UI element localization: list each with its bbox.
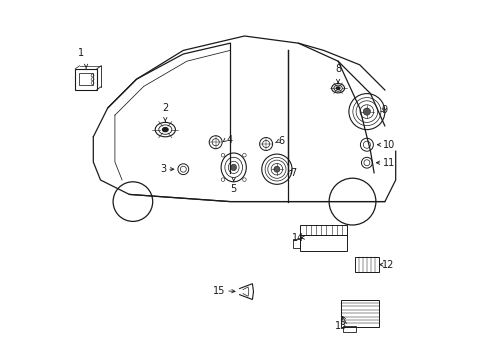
Bar (292, 239, 300, 248)
Bar (79, 73, 93, 85)
Circle shape (273, 166, 279, 172)
Text: 7: 7 (289, 168, 296, 178)
Text: 13: 13 (334, 321, 346, 331)
Ellipse shape (336, 87, 339, 90)
Text: 14: 14 (292, 233, 304, 243)
Circle shape (363, 108, 370, 115)
Bar (342, 326, 355, 332)
Text: 4: 4 (226, 135, 232, 145)
Text: 10: 10 (382, 140, 394, 150)
Text: 3: 3 (160, 164, 166, 174)
Text: 5: 5 (230, 184, 236, 194)
Bar (300, 235, 346, 251)
Bar (75, 69, 97, 90)
Ellipse shape (230, 164, 236, 171)
Bar (340, 300, 378, 327)
Text: 11: 11 (382, 158, 394, 168)
Text: 9: 9 (381, 105, 387, 115)
Text: 2: 2 (162, 103, 168, 113)
Text: 12: 12 (381, 260, 394, 270)
Text: 8: 8 (334, 64, 341, 74)
Bar (300, 225, 346, 235)
Ellipse shape (162, 128, 168, 131)
Bar (354, 257, 378, 272)
Text: 6: 6 (278, 136, 284, 147)
Text: 1: 1 (78, 48, 83, 58)
Text: 15: 15 (213, 286, 225, 296)
